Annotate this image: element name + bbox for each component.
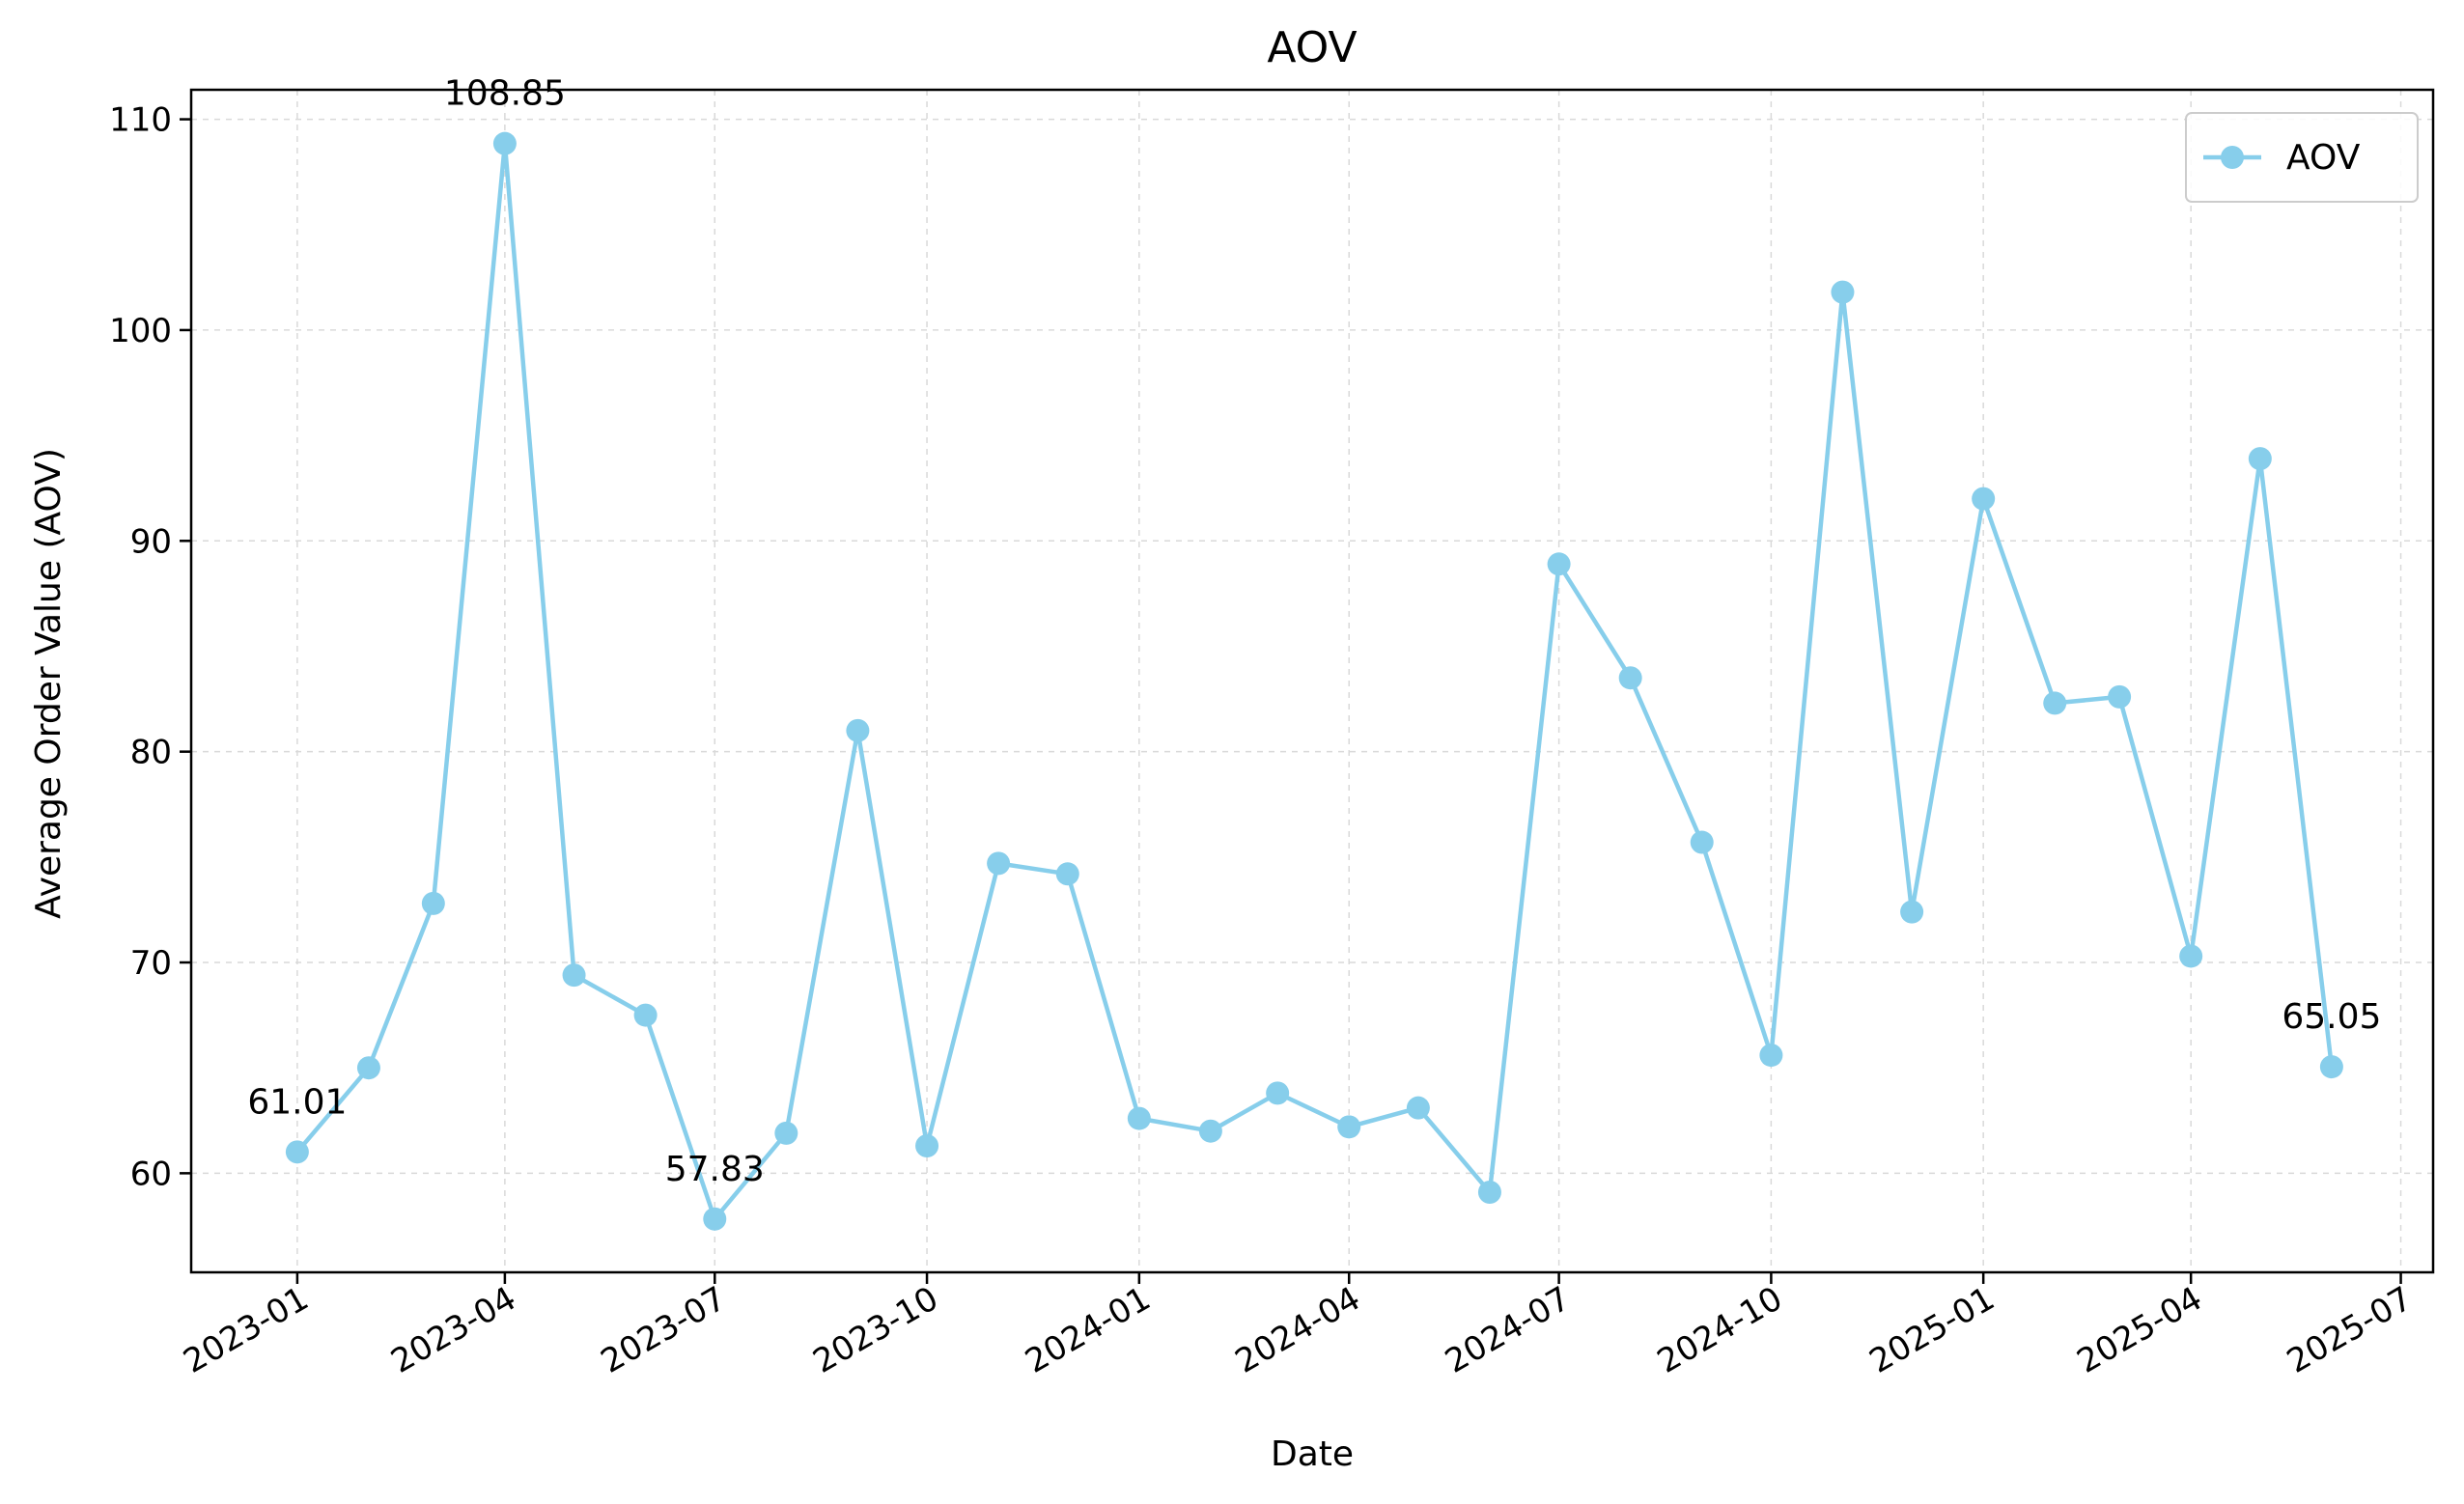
data-point [1618,666,1642,690]
data-label: 108.85 [444,74,566,114]
y-tick-label: 80 [130,734,172,772]
x-tick-label: 2025-04 [2071,1279,2209,1381]
legend-label: AOV [2286,138,2361,178]
data-point [987,851,1011,876]
x-tick-label: 2024-01 [1019,1279,1157,1381]
plot-frame [189,88,2435,1274]
x-tick-label: 2023-10 [807,1279,945,1381]
data-point [633,1003,658,1027]
data-point [915,1133,939,1157]
data-point [356,1056,380,1080]
data-label: 57.83 [665,1150,765,1189]
axes-layer: 60 70 80 90 100 110 2023-01 2023-04 2023-07 2023-… [109,88,2435,1381]
y-tick-label: 90 [130,522,172,561]
data-point [285,1140,309,1164]
series-line [295,141,2335,1222]
data-point [1198,1119,1222,1143]
data-point [562,963,586,988]
data-point [1547,552,1571,576]
data-point [1690,830,1714,854]
data-point [1127,1106,1151,1130]
data-label: 65.05 [2282,997,2381,1037]
data-point [774,1121,798,1145]
data-point [1972,487,1996,511]
x-tick-label: 2024-07 [1439,1279,1577,1381]
data-point [1406,1096,1430,1120]
y-tick-label: 110 [109,101,172,140]
legend-marker [2221,146,2244,169]
legend: AOV [2185,112,2419,203]
legend-box [2185,112,2419,203]
y-tick-label: 100 [109,312,172,350]
data-point [1477,1181,1501,1205]
data-point [846,718,870,742]
data-point [1055,862,1079,886]
x-tick-label: 2024-04 [1229,1279,1367,1381]
data-point [1831,280,1855,304]
data-point [1900,900,1924,924]
y-axis-title: Average Order Value (AOV) [29,448,69,919]
x-tick-label: 2025-07 [2281,1279,2419,1381]
x-axis-title: Date [1271,1434,1354,1474]
chart-title: AOV [1267,23,1357,72]
data-point [2319,1055,2343,1079]
data-label: 61.01 [247,1082,347,1122]
x-tick-label: 2023-07 [595,1279,733,1381]
data-point [2248,447,2272,471]
x-tick-label: 2023-04 [384,1279,522,1381]
y-tick-label: 60 [130,1155,172,1193]
y-tick-label: 70 [130,944,172,983]
x-tick-label: 2023-01 [177,1279,315,1381]
data-point [703,1207,727,1231]
data-point [2108,684,2132,709]
data-point [1266,1081,1290,1105]
series-layer [285,131,2343,1231]
annotation-layer: 61.01 108.85 57.83 65.05 [247,74,2381,1189]
data-point [2043,691,2067,715]
data-point [492,131,517,155]
x-tick-label: 2025-01 [1863,1279,2002,1381]
data-point [421,891,445,915]
data-point [1337,1115,1361,1139]
x-tick-label: 2024-10 [1651,1279,1789,1381]
grid-layer [191,90,2433,1272]
data-point [2179,944,2203,968]
data-point [1759,1044,1783,1068]
